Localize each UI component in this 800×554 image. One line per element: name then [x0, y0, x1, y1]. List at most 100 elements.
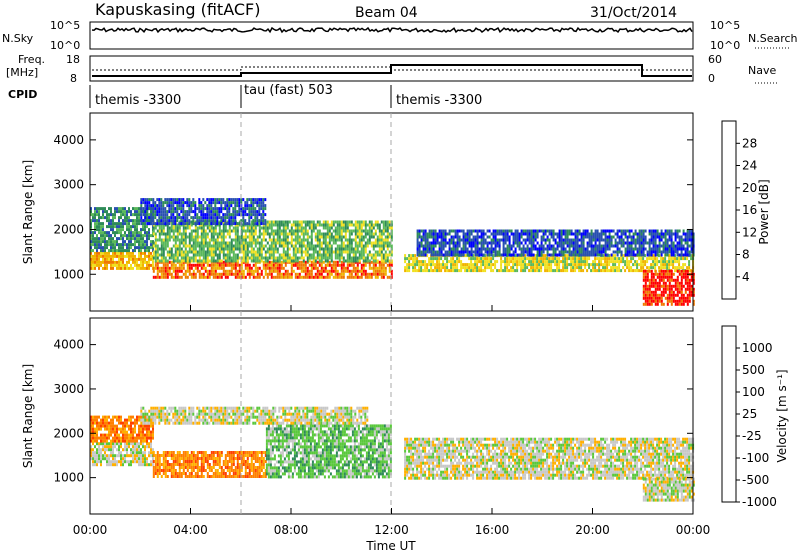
heatmap-cell	[382, 238, 385, 242]
heatmap-cell	[96, 237, 98, 241]
heatmap-cell	[326, 256, 329, 260]
heatmap-cell	[262, 266, 265, 270]
heatmap-cell	[264, 198, 267, 202]
heatmap-cell	[352, 238, 355, 242]
heatmap-cell	[314, 272, 317, 276]
heatmap-cell	[174, 198, 177, 202]
heatmap-cell	[482, 238, 485, 242]
heatmap-cell	[128, 243, 130, 247]
heatmap-cell	[162, 256, 165, 260]
heatmap-cell	[152, 256, 155, 260]
heatmap-cell	[638, 238, 641, 242]
heatmap-cell	[170, 229, 173, 233]
heatmap-cell	[604, 235, 607, 239]
heatmap-cell	[202, 232, 205, 236]
heatmap-cell	[608, 238, 611, 242]
heatmap-cell	[224, 226, 227, 230]
heatmap-cell	[222, 253, 225, 257]
heatmap-cell	[550, 235, 553, 239]
heatmap-cell	[538, 253, 541, 257]
heatmap-cell	[616, 235, 619, 239]
heatmap-cell	[164, 266, 167, 270]
heatmap-cell	[248, 241, 251, 245]
heatmap-cell	[452, 229, 455, 233]
heatmap-cell	[638, 235, 641, 239]
heatmap-cell	[316, 223, 319, 227]
heatmap-cell	[584, 247, 587, 251]
heatmap-cell	[654, 281, 657, 285]
heatmap-cell	[656, 229, 659, 233]
heatmap-cell	[248, 222, 251, 226]
heatmap-cell	[266, 256, 269, 260]
heatmap-cell	[382, 253, 385, 257]
heatmap-cell	[206, 216, 209, 220]
heatmap-cell	[314, 223, 317, 227]
heatmap-cell	[382, 232, 385, 236]
heatmap-cell	[144, 243, 146, 247]
heatmap-cell	[382, 229, 385, 233]
heatmap-cell	[316, 272, 319, 276]
heatmap-cell	[94, 213, 96, 217]
heatmap-cell	[98, 243, 100, 247]
cpid-label: CPID	[8, 88, 37, 101]
heatmap-cell	[648, 284, 651, 288]
heatmap-cell	[296, 259, 299, 263]
heatmap-cell	[162, 222, 165, 226]
heatmap-cell	[648, 287, 651, 291]
heatmap-cell	[616, 241, 619, 245]
heatmap-cell	[648, 247, 651, 251]
heatmap-cell	[344, 244, 347, 248]
heatmap-cell	[548, 232, 551, 236]
heatmap-cell	[276, 275, 279, 279]
heatmap-cell	[172, 198, 175, 202]
heatmap-cell	[652, 254, 655, 258]
heatmap-cell	[186, 210, 189, 214]
heatmap-cell	[260, 213, 263, 217]
heatmap-cell	[238, 244, 241, 248]
heatmap-cell	[626, 260, 629, 264]
heatmap-cell	[252, 238, 255, 242]
heatmap-cell	[454, 229, 457, 233]
heatmap-cell	[598, 266, 601, 270]
heatmap-cell	[358, 235, 361, 239]
heatmap-cell	[324, 250, 327, 254]
heatmap-cell	[508, 235, 511, 239]
heatmap-cell	[424, 229, 427, 233]
heatmap-cell	[470, 269, 473, 273]
heatmap-cell	[230, 201, 233, 205]
heatmap-cell	[360, 238, 363, 242]
heatmap-cell	[596, 253, 599, 257]
heatmap-cell	[206, 275, 209, 279]
heatmap-cell	[330, 238, 333, 242]
heatmap-cell	[202, 198, 205, 202]
heatmap-cell	[662, 235, 665, 239]
heatmap-cell	[158, 213, 161, 217]
heatmap-cell	[178, 244, 181, 248]
heatmap-cell	[176, 213, 179, 217]
heatmap-cell	[178, 269, 181, 273]
heatmap-cell	[306, 266, 309, 270]
heatmap-cell	[616, 266, 619, 270]
heatmap-cell	[124, 219, 126, 223]
heatmap-cell	[660, 244, 663, 248]
heatmap-cell	[472, 250, 475, 254]
heatmap-cell	[410, 254, 413, 258]
heatmap-cell	[196, 213, 199, 217]
heatmap-cell	[622, 254, 625, 258]
heatmap-cell	[114, 240, 116, 244]
heatmap-cell	[430, 260, 433, 264]
heatmap-cell	[334, 266, 337, 270]
heatmap-cell	[140, 213, 142, 217]
heatmap-cell	[130, 213, 132, 217]
heatmap-cell	[224, 259, 227, 263]
heatmap-cell	[644, 272, 647, 276]
heatmap-cell	[214, 250, 217, 254]
heatmap-cell	[238, 269, 241, 273]
heatmap-cell	[502, 247, 505, 251]
heatmap-cell	[268, 226, 271, 230]
heatmap-cell	[294, 232, 297, 236]
heatmap-cell	[166, 210, 169, 214]
heatmap-cell	[106, 254, 108, 258]
heatmap-cell	[222, 260, 225, 264]
heatmap-cell	[138, 213, 140, 217]
